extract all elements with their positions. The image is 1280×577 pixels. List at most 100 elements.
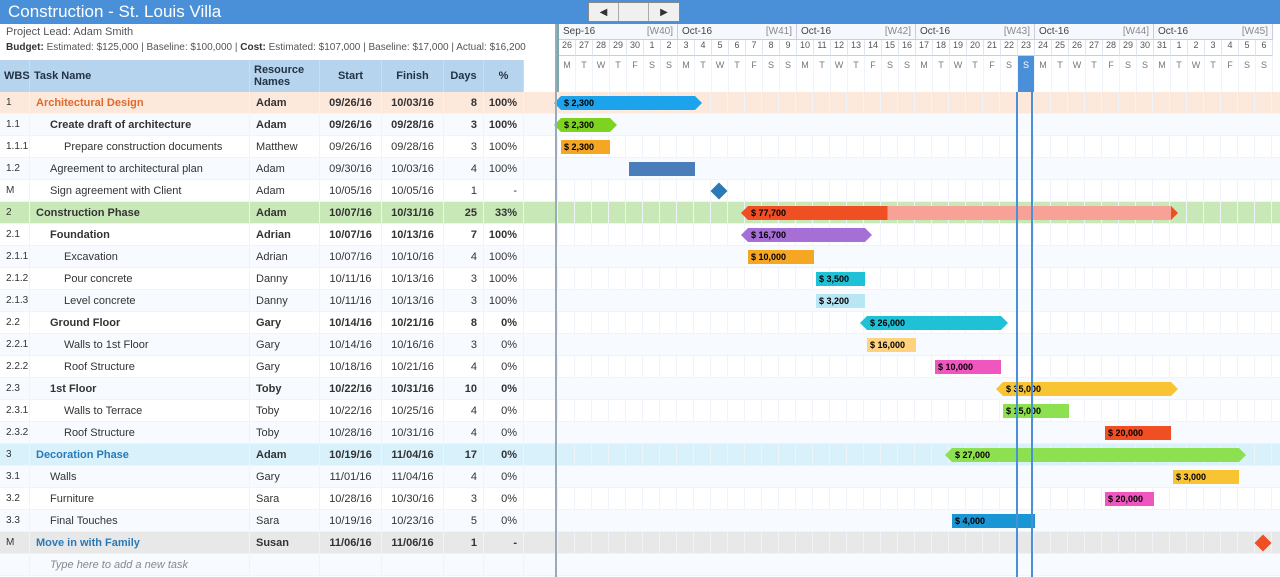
gantt-bar[interactable]: $ 16,000 [867,338,916,352]
days: 3 [444,290,484,312]
task-name[interactable]: Construction Phase [30,202,250,224]
start-date: 10/22/16 [320,378,382,400]
task-name[interactable]: Prepare construction documents [30,136,250,158]
resource: Sara [250,488,320,510]
task-name[interactable]: Sign agreement with Client [30,180,250,202]
dow-cell: F [746,56,763,92]
gantt-bar[interactable]: $ 15,000 [1003,404,1069,418]
task-name[interactable]: Walls [30,466,250,488]
days: 4 [444,400,484,422]
task-name[interactable]: Agreement to architectural plan [30,158,250,180]
day-cell: 19 [950,40,967,56]
days: 4 [444,466,484,488]
dow-cell: M [797,56,814,92]
percent: 100% [484,290,524,312]
week-cell: Oct-16[W42] [797,24,916,40]
dow-cell: F [1222,56,1239,92]
col-task[interactable]: Task Name [30,60,250,92]
day-cell: 15 [882,40,899,56]
col-start[interactable]: Start [320,60,382,92]
col-finish[interactable]: Finish [382,60,444,92]
gantt-bar[interactable]: $ 20,000 [1105,426,1171,440]
days: 4 [444,246,484,268]
col-res[interactable]: Resource Names [250,60,320,92]
dow-cell: S [763,56,780,92]
percent: 0% [484,444,524,466]
week-cell: Oct-16[W43] [916,24,1035,40]
wbs-cell: 2.3 [0,378,30,400]
col-pct[interactable]: % [484,60,524,92]
gantt-bar[interactable]: $ 4,000 [952,514,1035,528]
task-name[interactable]: Final Touches [30,510,250,532]
start-date: 10/19/16 [320,510,382,532]
task-name[interactable]: Roof Structure [30,356,250,378]
finish-date: 10/21/16 [382,356,444,378]
task-name[interactable]: Create draft of architecture [30,114,250,136]
task-name[interactable]: Architectural Design [30,92,250,114]
task-name[interactable]: 1st Floor [30,378,250,400]
dow-cell: W [950,56,967,92]
grid-header: WBSTask NameResource NamesStartFinishDay… [0,60,557,92]
wbs-cell: 1 [0,92,30,114]
gantt-bar[interactable]: $ 2,300 [561,96,695,110]
task-name[interactable]: Roof Structure [30,422,250,444]
day-cell: 23 [1018,40,1035,56]
finish-date: 10/13/16 [382,268,444,290]
task-name[interactable]: Level concrete [30,290,250,312]
wbs-cell: 3.2 [0,488,30,510]
col-wbs[interactable]: WBS [0,60,30,92]
nav-today[interactable] [619,3,649,21]
gantt-bar[interactable]: $ 3,000 [1173,470,1239,484]
gantt-bar[interactable]: $ 2,300 [561,118,610,132]
task-name[interactable]: Ground Floor [30,312,250,334]
wbs-cell: 1.1 [0,114,30,136]
day-cell: 11 [814,40,831,56]
task-name[interactable]: Furniture [30,488,250,510]
dow-cell: S [661,56,678,92]
nav-right[interactable]: ▶ [649,3,679,21]
gantt-bar[interactable]: $ 10,000 [935,360,1001,374]
day-cell: 28 [593,40,610,56]
gantt-bar[interactable]: $ 3,500 [816,272,865,286]
nav-left[interactable]: ◀ [589,3,619,21]
gantt-bar[interactable]: $ 3,200 [816,294,865,308]
dow-cell: T [1205,56,1222,92]
task-name[interactable]: Walls to 1st Floor [30,334,250,356]
wbs-cell: 3.3 [0,510,30,532]
task-name[interactable]: Decoration Phase [30,444,250,466]
task-name[interactable]: Walls to Terrace [30,400,250,422]
start-date [320,554,382,576]
resource: Adrian [250,246,320,268]
gantt-bar[interactable]: $ 2,300 [561,140,610,154]
gantt-bar[interactable]: $ 10,000 [748,250,814,264]
gantt-bar[interactable]: $ 35,000 [1003,382,1171,396]
gantt-bar[interactable] [629,162,695,176]
dow-cell: S [1239,56,1256,92]
gantt-bar[interactable]: $ 26,000 [867,316,1001,330]
gantt-bar[interactable]: $ 16,700 [748,228,865,242]
dow-cell: T [576,56,593,92]
resource: Gary [250,466,320,488]
wbs-cell: 2.1.1 [0,246,30,268]
gantt-bar[interactable]: $ 77,700 [748,206,1171,220]
day-cell: 4 [695,40,712,56]
day-cell: 29 [1120,40,1137,56]
task-name[interactable]: Move in with Family [30,532,250,554]
task-name[interactable]: Excavation [30,246,250,268]
task-name[interactable]: Type here to add a new task [30,554,250,576]
task-name[interactable]: Foundation [30,224,250,246]
wbs-cell: 2.3.2 [0,422,30,444]
col-days[interactable]: Days [444,60,484,92]
percent: 0% [484,510,524,532]
gantt-bar[interactable]: $ 27,000 [952,448,1239,462]
resource: Toby [250,378,320,400]
days: 5 [444,510,484,532]
task-name[interactable]: Pour concrete [30,268,250,290]
divider[interactable] [555,24,557,577]
dow-cell: T [967,56,984,92]
resource: Danny [250,290,320,312]
resource: Susan [250,532,320,554]
gantt-bar[interactable]: $ 20,000 [1105,492,1154,506]
dow-cell: M [916,56,933,92]
resource [250,554,320,576]
